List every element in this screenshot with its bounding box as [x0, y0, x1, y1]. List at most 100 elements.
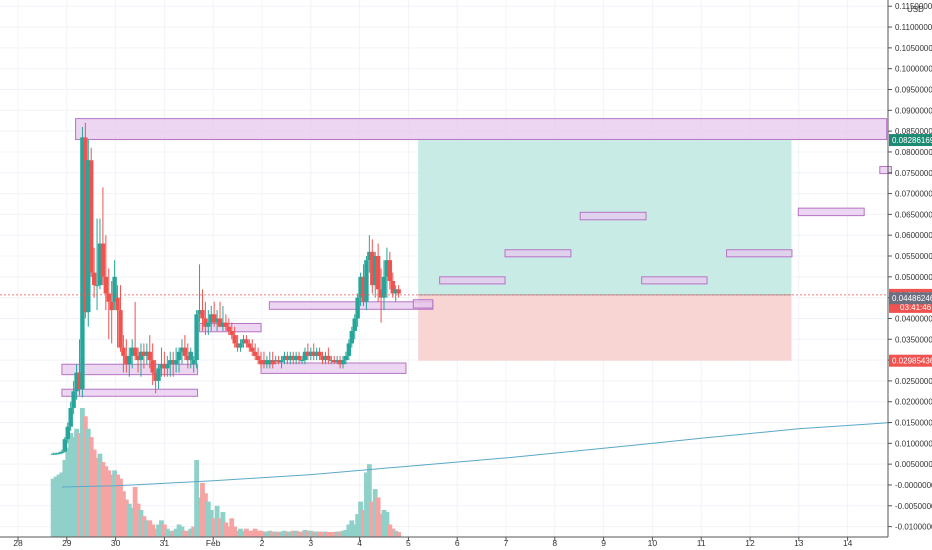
volume-bar	[197, 497, 202, 537]
volume-bar	[340, 530, 346, 537]
candle-body	[179, 347, 185, 352]
x-tick-label: 29	[62, 538, 72, 548]
zone-box	[412, 299, 434, 309]
candle-body	[332, 360, 337, 363]
volume-bar	[246, 530, 252, 537]
candle-body	[121, 347, 126, 356]
volume-bar	[214, 505, 220, 537]
volume-bar	[323, 531, 328, 537]
currency-label: USD	[907, 5, 924, 14]
candle-body	[361, 276, 366, 302]
candle-body	[317, 351, 322, 356]
volume-bar	[349, 520, 355, 537]
volume-bar	[361, 509, 366, 537]
candle-body	[346, 343, 352, 356]
y-tick-label: -0.00000000	[895, 481, 932, 490]
x-tick-label: 8	[552, 538, 557, 548]
volume-bar	[290, 530, 296, 537]
candle-body	[358, 276, 363, 298]
volume-bar	[229, 518, 235, 537]
candle-body	[83, 137, 88, 313]
candle-body	[132, 347, 138, 356]
volume-bar	[191, 526, 197, 537]
candle-body	[293, 355, 299, 361]
candle-body	[147, 351, 152, 361]
volume-bar	[115, 474, 120, 537]
price-badge-label: 0.08286169	[892, 136, 932, 145]
volume-bar	[255, 530, 261, 537]
candle-body	[59, 451, 65, 453]
volume-bar	[381, 509, 387, 537]
candle-body	[235, 343, 240, 348]
volume-bar	[390, 528, 396, 537]
volume-bar	[279, 531, 284, 537]
volume-bar	[65, 447, 71, 537]
volume-bar	[68, 432, 74, 537]
candle-body	[329, 360, 334, 362]
volume-bar	[147, 520, 153, 537]
volume-bar	[393, 530, 399, 537]
candle-body	[173, 360, 179, 365]
volume-bar	[141, 516, 147, 537]
candle-body	[364, 260, 369, 302]
volume-bar	[317, 531, 322, 537]
volume-bar	[287, 531, 293, 537]
candle-body	[200, 310, 205, 319]
volume-bar	[328, 532, 334, 537]
x-tick-label: 3	[308, 538, 313, 548]
candle-body	[176, 351, 182, 361]
volume-bar	[369, 501, 375, 537]
candle-body	[150, 360, 155, 373]
candle-body	[182, 347, 188, 356]
candle-body	[373, 256, 378, 286]
candle-body	[127, 355, 132, 365]
volume-bar	[270, 531, 276, 537]
volume-bar	[188, 528, 194, 537]
volume-bar	[375, 497, 381, 537]
volume-bar	[88, 437, 94, 537]
volume-bar	[337, 531, 343, 537]
volume-bar	[355, 514, 361, 537]
candle-body	[206, 322, 211, 327]
candle-body	[159, 364, 164, 369]
candle-body	[352, 318, 357, 331]
candle-body	[209, 314, 214, 323]
zone-box	[268, 301, 434, 310]
zone-box	[75, 118, 888, 140]
countdown-label: 03:41:46	[900, 303, 932, 312]
candle-body	[118, 310, 123, 348]
volume-bar	[372, 489, 378, 537]
candle-body	[291, 355, 296, 361]
candle-body	[349, 330, 354, 344]
price-badge	[889, 134, 932, 147]
volume-bar	[159, 520, 164, 537]
candle-body	[138, 351, 144, 361]
candle-body	[220, 322, 226, 327]
candle-body	[241, 339, 246, 344]
volume-bar	[264, 531, 270, 537]
moving-average-line	[61, 422, 892, 488]
volume-bar	[261, 531, 267, 537]
volume-bar	[59, 472, 65, 537]
zone-box	[61, 388, 199, 397]
volume-bar	[302, 529, 308, 537]
volume-bar	[82, 416, 88, 537]
zone-box	[726, 249, 793, 258]
zone-box	[504, 249, 572, 258]
x-tick-label: 31	[160, 538, 170, 548]
volume-bar	[162, 524, 167, 537]
volume-bar	[170, 530, 176, 537]
candle-body	[258, 360, 264, 365]
candle-body	[367, 251, 372, 261]
volume-bar	[123, 499, 129, 537]
volume-bar	[202, 493, 208, 537]
candle-body	[211, 314, 217, 323]
volume-bar	[62, 459, 68, 537]
